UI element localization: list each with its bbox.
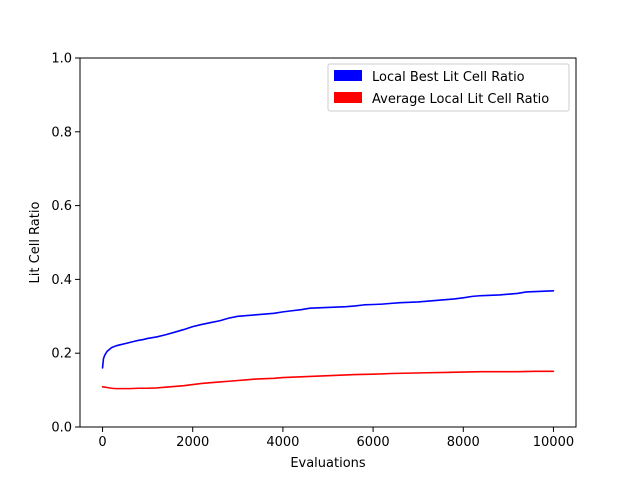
y-tick-label: 0.6 (51, 199, 72, 214)
y-tick-label: 0.2 (51, 347, 72, 362)
y-tick-label: 0.0 (51, 421, 72, 436)
legend-frame (327, 63, 570, 112)
x-tick-label: 0 (98, 435, 106, 450)
series-line-average-local (101, 370, 555, 390)
plot-frame (79, 57, 577, 428)
x-tick-label: 8000 (447, 435, 480, 450)
legend-label-average-local: Average Local Lit Cell Ratio (372, 92, 549, 107)
x-tick-label: 2000 (176, 435, 209, 450)
legend-label-local-best: Local Best Lit Cell Ratio (372, 70, 525, 85)
series-line-local-best (101, 290, 555, 369)
y-axis-ticks: 0.0 0.2 0.4 0.6 0.8 1.0 (51, 52, 80, 436)
x-tick-label: 6000 (357, 435, 390, 450)
x-tick-label: 4000 (266, 435, 299, 450)
series-layer (101, 290, 555, 390)
legend: Local Best Lit Cell Ratio Average Local … (327, 63, 570, 112)
y-tick-label: 1.0 (51, 52, 72, 67)
x-tick-label: 10000 (533, 435, 574, 450)
x-axis-label: Evaluations (290, 456, 366, 471)
y-axis-label: Lit Cell Ratio (28, 202, 43, 284)
y-tick-label: 0.4 (51, 273, 72, 288)
legend-swatch-local-best (334, 70, 362, 81)
x-axis-ticks: 0 2000 4000 6000 8000 10000 (98, 427, 574, 450)
y-tick-label: 0.8 (51, 125, 72, 140)
legend-swatch-average-local (334, 92, 362, 103)
